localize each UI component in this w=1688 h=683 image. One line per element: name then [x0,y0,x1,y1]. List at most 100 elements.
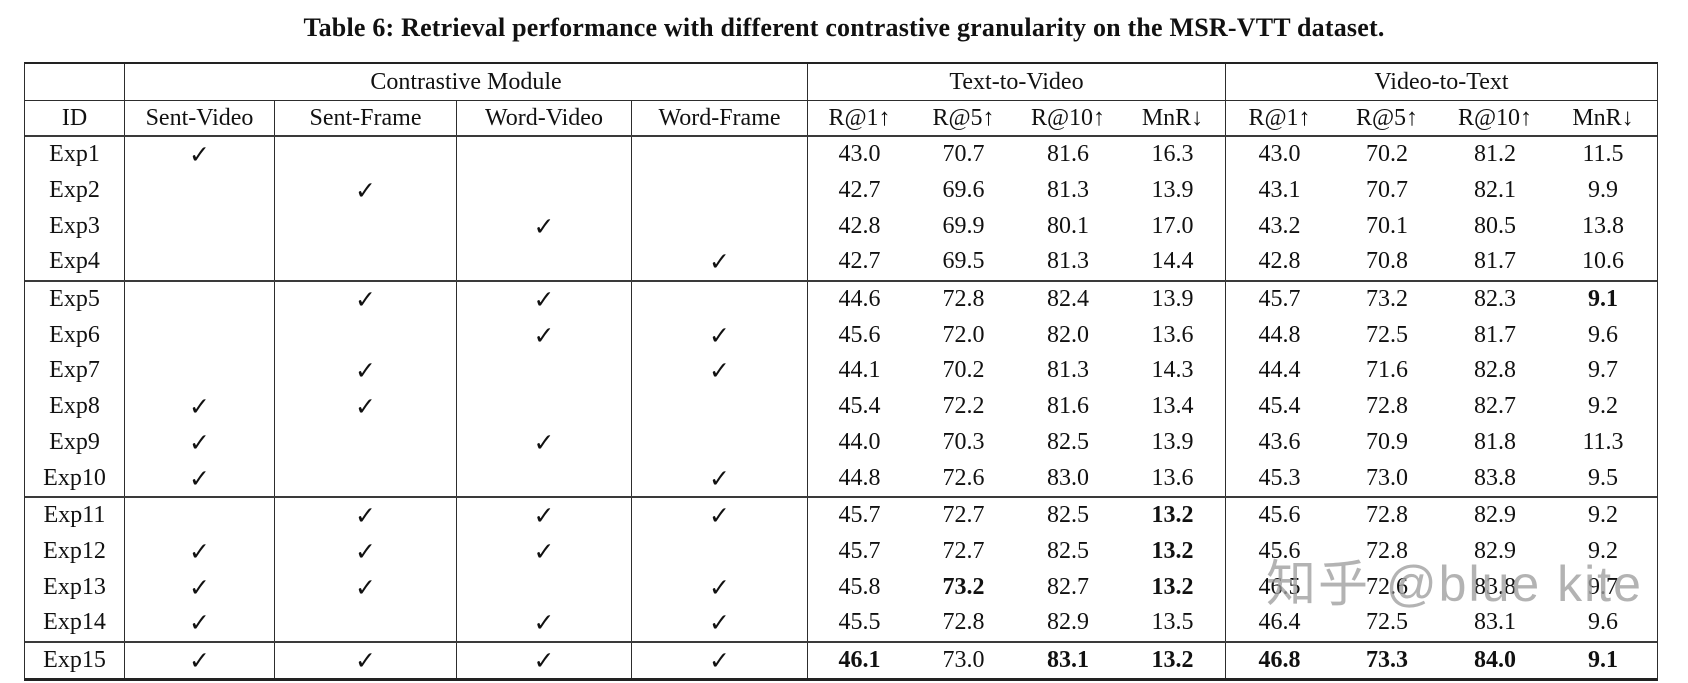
cell-exp2-v2t-r5: 70.7 [1366,177,1408,204]
cell-exp5-t2v-mnr: 13.9 [1151,286,1194,313]
check-word-video-exp14: ✓ [456,604,631,641]
column-header-row: ID Sent-Video Sent-Frame Word-Video Word… [25,101,1657,137]
cell-exp10-v2t-r5: 73.0 [1366,464,1408,491]
check-sent-video-exp11 [124,497,274,534]
cell-exp2-v2t-r10: 82.1 [1474,177,1516,204]
check-word-video-exp8 [456,388,631,425]
check-sent-frame-exp1 [274,137,456,173]
row-id-exp3: Exp3 [49,212,100,239]
cell-exp14-t2v-r1: 45.5 [807,604,911,641]
group-header-id-spacer [25,64,124,100]
cell-exp13-v2t-r1: 46.5 [1225,569,1333,605]
cell-exp14-v2t-r10: 83.1 [1474,609,1516,636]
check-sent-video-exp14: ✓ [124,604,274,641]
col-header-t2v-r5: R@5↑ [932,104,995,131]
col-header-t2v-r10: R@10↑ [1030,104,1106,131]
cell-exp12-v2t-r10: 82.9 [1474,537,1516,564]
col-header-v2t-r5: R@5↑ [1355,104,1419,131]
check-sent-video-exp13: ✓ [124,569,274,605]
col-header-v2t-mnr: MnR↓ [1572,104,1634,131]
cell-exp14-t2v-r5: 72.8 [942,609,985,636]
check-word-frame-exp5 [631,281,807,318]
table-body: Exp1 ✓ 43.0 70.7 81.6 16.3 43.0 70.2 81.2 11.5 Exp… [25,137,1657,679]
row-id-exp7: Exp7 [49,357,100,384]
cell-exp5-t2v-r1: 44.6 [807,281,911,318]
cell-exp7-v2t-r5: 71.6 [1366,357,1408,384]
cell-exp12-v2t-mnr: 9.2 [1588,537,1618,564]
cell-exp4-v2t-r1: 42.8 [1225,244,1333,280]
cell-exp14-v2t-r1: 46.4 [1225,604,1333,641]
group-header-video-to-text: Video-to-Text [1225,64,1657,100]
table-caption: Table 6: Retrieval performance with diff… [303,13,1385,42]
cell-exp6-v2t-r5: 72.5 [1366,321,1408,348]
check-word-video-exp15: ✓ [456,642,631,679]
cell-exp5-t2v-r10: 82.4 [1047,286,1089,313]
table-row-exp3: Exp3 ✓ 42.8 69.9 80.1 17.0 43.2 70.1 80.5 13.8 [25,208,1657,245]
check-sent-frame-exp8: ✓ [274,388,456,425]
cell-exp3-t2v-r5: 69.9 [942,212,985,239]
cell-exp5-v2t-r10: 82.3 [1474,286,1516,313]
table-row-exp7: Exp7 ✓ ✓ 44.1 70.2 81.3 14.3 44.4 71.6 82.8 9.7 [25,353,1657,389]
cell-exp10-t2v-r10: 83.0 [1047,464,1089,491]
cell-exp10-v2t-r10: 83.8 [1474,464,1516,491]
cell-exp3-v2t-r5: 70.1 [1366,212,1408,239]
row-id-exp13: Exp13 [43,573,106,600]
cell-exp5-v2t-r5: 73.2 [1366,286,1408,313]
check-word-frame-exp8 [631,388,807,425]
cell-exp9-v2t-mnr: 11.3 [1582,428,1624,455]
results-table: Contrastive Module Text-to-Video Video-t… [24,62,1658,682]
cell-exp4-v2t-r10: 81.7 [1474,248,1516,275]
group-header-contrastive-module: Contrastive Module [124,64,807,100]
cell-exp14-t2v-r10: 82.9 [1047,609,1089,636]
cell-exp9-t2v-r5: 70.3 [942,428,985,455]
cell-exp4-v2t-r5: 70.8 [1366,248,1408,275]
check-word-frame-exp10: ✓ [631,460,807,496]
cell-exp15-v2t-mnr: 9.1 [1588,646,1618,673]
cell-exp7-t2v-r1: 44.1 [807,353,911,389]
cell-exp4-t2v-r5: 69.5 [942,248,985,275]
check-sent-video-exp5 [124,281,274,318]
table-row-exp10: Exp10 ✓ ✓ 44.8 72.6 83.0 13.6 45.3 73.0 83.8 9.5 [25,460,1657,496]
check-sent-frame-exp2: ✓ [274,172,456,209]
cell-exp15-v2t-r5: 73.3 [1366,646,1408,673]
cell-exp9-t2v-mnr: 13.9 [1151,428,1194,455]
cell-exp5-t2v-r5: 72.8 [942,286,985,313]
cell-exp1-v2t-r1: 43.0 [1225,137,1333,173]
cell-exp6-t2v-r5: 72.0 [942,321,985,348]
col-header-sent-video: Sent-Video [124,101,274,135]
cell-exp11-t2v-mnr: 13.2 [1151,502,1194,529]
cell-exp7-t2v-r5: 70.2 [942,357,985,384]
check-word-frame-exp7: ✓ [631,353,807,389]
table-row-exp9: Exp9 ✓ ✓ 44.0 70.3 82.5 13.9 43.6 70.9 81.8 11.3 [25,424,1657,461]
cell-exp9-v2t-r1: 43.6 [1225,424,1333,461]
check-sent-video-exp8: ✓ [124,388,274,425]
cell-exp3-v2t-mnr: 13.8 [1582,212,1624,239]
cell-exp8-v2t-r5: 72.8 [1366,393,1408,420]
check-sent-video-exp6 [124,317,274,354]
table-row-exp8: Exp8 ✓ ✓ 45.4 72.2 81.6 13.4 45.4 72.8 82.7 9.2 [25,388,1657,425]
check-sent-video-exp3 [124,208,274,245]
check-word-video-exp2 [456,172,631,209]
cell-exp9-t2v-r1: 44.0 [807,424,911,461]
cell-exp8-t2v-mnr: 13.4 [1151,393,1194,420]
cell-exp14-v2t-mnr: 9.6 [1588,609,1618,636]
row-id-exp10: Exp10 [43,464,106,491]
cell-exp2-v2t-r1: 43.1 [1225,172,1333,209]
check-word-video-exp5: ✓ [456,281,631,318]
row-id-exp15: Exp15 [43,646,106,673]
check-word-video-exp4 [456,244,631,280]
row-id-exp12: Exp12 [43,537,106,564]
cell-exp1-v2t-r10: 81.2 [1474,141,1516,168]
cell-exp9-v2t-r5: 70.9 [1366,428,1408,455]
col-header-id: ID [61,104,88,131]
col-header-t2v-r1: R@1↑ [807,101,911,135]
cell-exp12-v2t-r1: 45.6 [1225,533,1333,570]
cell-exp11-t2v-r5: 72.7 [942,502,985,529]
cell-exp11-v2t-mnr: 9.2 [1588,502,1618,529]
row-id-exp6: Exp6 [49,321,100,348]
check-word-video-exp10 [456,460,631,496]
cell-exp9-v2t-r10: 81.8 [1474,428,1516,455]
check-sent-video-exp9: ✓ [124,424,274,461]
table-row-exp14: Exp14 ✓ ✓ ✓ 45.5 72.8 82.9 13.5 46.4 72.5 83.1 9.6 [25,604,1657,641]
cell-exp10-v2t-r1: 45.3 [1225,460,1333,496]
